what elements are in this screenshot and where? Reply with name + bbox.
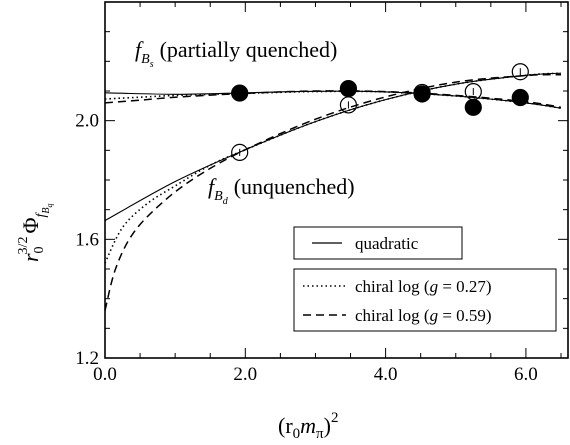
x-tick-label: 6.0 xyxy=(514,364,538,385)
legend-label-chiral-log-059: chiral log (g = 0.59) xyxy=(355,306,492,325)
point-bs-filled xyxy=(231,84,249,102)
point-bd-open xyxy=(464,82,482,101)
fit-bs-dashed xyxy=(104,90,562,109)
legend-box-quadratic: quadratic xyxy=(293,226,463,260)
point-bd-open xyxy=(413,83,431,102)
x-tick-label: 2.0 xyxy=(233,364,257,385)
point-bd-open xyxy=(231,143,249,162)
y-axis-title: r03/2ΦfBq xyxy=(16,203,54,262)
annotation-partially-quenched: fBs(partially quenched) xyxy=(135,37,337,70)
svg-text:r03/2ΦfBq: r03/2ΦfBq xyxy=(16,203,54,262)
legend-box-chiral-log: chiral log (g = 0.27) chiral log (g = 0.… xyxy=(293,268,557,332)
x-tick-label: 4.0 xyxy=(374,364,398,385)
point-bd-open xyxy=(511,63,529,81)
data-points xyxy=(231,63,529,162)
point-bs-filled xyxy=(464,98,482,116)
x-axis-title: (r0mπ)2 xyxy=(278,410,338,442)
legend-label-quadratic: quadratic xyxy=(355,234,419,253)
y-tick-label: 2.0 xyxy=(75,111,99,132)
y-tick-label: 1.6 xyxy=(75,229,99,250)
legend-label-chiral-log-027: chiral log (g = 0.27) xyxy=(355,277,492,296)
x-tick-label: 0.0 xyxy=(93,364,117,385)
y-tick-label: 1.2 xyxy=(75,348,99,369)
axis-ticks: 1.2 1.6 2.0 0.0 2.0 4.0 6.0 xyxy=(75,1,568,385)
fit-bd-quadratic xyxy=(104,72,562,222)
point-bd-open xyxy=(339,96,358,114)
legend-frame xyxy=(293,268,557,332)
annotation-unquenched: fBd(unquenched) xyxy=(208,174,355,207)
point-bs-filled xyxy=(339,80,358,98)
point-bs-filled xyxy=(511,88,529,107)
